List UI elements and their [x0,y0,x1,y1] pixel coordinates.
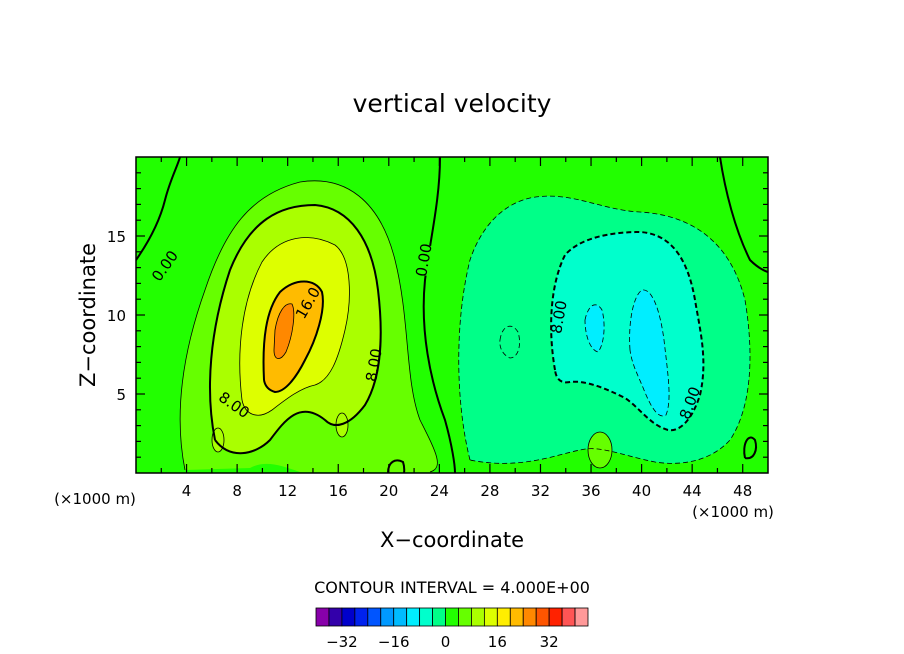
colorbar-tick-label: 0 [441,633,451,651]
colorbar-swatch [522,607,537,627]
contour-interval-text: CONTOUR INTERVAL = 4.000E+00 [314,578,590,597]
contour-fill-20 [274,303,294,359]
chart-title: vertical velocity [353,89,552,118]
contour-fill-neg12 [629,289,670,416]
colorbar-swatch [380,607,395,627]
colorbar-swatch [341,607,356,627]
x-tick-label: 24 [430,482,449,500]
contour-label-zero-mid: 0.00 [412,242,436,278]
colorbar-tick-label: 32 [540,633,559,651]
x-tick-label: 44 [683,482,702,500]
y-axis-ticks: 5 10 15 [107,172,768,458]
colorbar-swatch [445,607,459,627]
x-tick-label: 8 [232,482,242,500]
colorbar-swatch [509,607,524,627]
surface-cell-a [588,432,612,468]
zero-contour-left [136,157,181,261]
contour-label-neg8-a: 8.00 [547,299,571,335]
colorbar-swatch [574,607,589,627]
colorbar-swatch [367,607,382,627]
colorbar-swatch [561,607,576,627]
colorbar-swatch [432,607,446,627]
zero-contour-right [719,157,768,273]
x-tick-label: 32 [531,482,550,500]
x-tick-label: 36 [581,482,600,500]
colorbar-swatch [496,607,511,627]
colorbar-swatch [548,607,563,627]
y-unit-label: (×1000 m) [54,490,136,508]
x-tick-label: 4 [182,482,192,500]
colorbar-swatch [315,607,330,627]
colorbar-swatch [393,607,408,627]
contour-fill-neg12b [585,304,605,352]
y-tick-label: 15 [107,228,126,246]
y-tick-label: 10 [107,307,126,325]
positive-contours [136,157,768,473]
contour-label-8-b: 8.00 [362,347,386,383]
colorbar-swatch [328,607,343,627]
colorbar-tick-label: −32 [326,633,358,651]
x-unit-label: (×1000 m) [692,503,774,521]
contour-fill-16 [263,281,323,392]
x-tick-label: 20 [379,482,398,500]
contour-labels: 0.00 0.00 16.0 8.00 8.00 8.00 8.00 [148,242,704,422]
colorbar-swatch [483,607,498,627]
colorbar-swatch [419,607,433,627]
colorbar-tick-label: −16 [378,633,410,651]
x-tick-label: 48 [733,482,752,500]
x-tick-label: 12 [278,482,297,500]
x-tick-label: 28 [480,482,499,500]
plot-area: 0.00 0.00 16.0 8.00 8.00 8.00 8.00 [136,157,768,473]
colorbar-tick-label: 16 [488,633,507,651]
colorbar-swatch [354,607,369,627]
x-tick-label: 40 [632,482,651,500]
y-axis-title: Z−coordinate [76,243,100,387]
negative-contours [458,195,751,464]
colorbar-swatch [406,607,421,627]
zero-contour-mid [422,157,456,473]
colorbar-swatch [535,607,550,627]
colorbar-swatch [458,607,472,627]
x-axis-title: X−coordinate [380,528,524,552]
colorbar-swatch [471,607,485,627]
x-tick-label: 16 [329,482,348,500]
x-axis-ticks: 4 8 12 16 20 24 28 32 36 40 44 48 [160,157,752,500]
y-tick-label: 5 [116,386,126,404]
colorbar [315,607,589,627]
colorbar-tick-labels: −32 −16 0 16 32 [326,633,559,651]
